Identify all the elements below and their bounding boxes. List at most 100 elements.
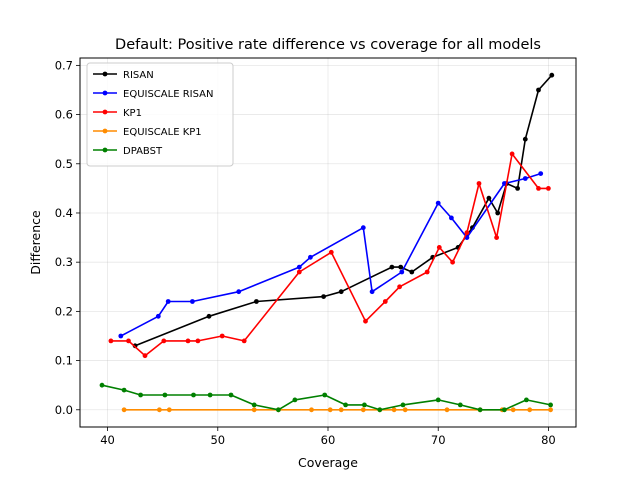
data-point — [548, 407, 553, 413]
data-point — [377, 407, 383, 413]
data-point — [402, 407, 408, 413]
data-point — [195, 338, 201, 344]
data-point — [369, 289, 375, 295]
data-point — [494, 235, 499, 241]
data-point — [155, 313, 161, 319]
data-point — [397, 284, 402, 290]
data-point — [360, 225, 366, 231]
data-point — [166, 407, 172, 413]
data-point — [502, 407, 507, 413]
series-4 — [99, 382, 553, 413]
legend-marker — [102, 147, 108, 153]
data-point — [309, 407, 314, 413]
legend-label: EQUISCALE RISAN — [123, 89, 213, 100]
x-tick-label: 70 — [431, 433, 446, 447]
legend-marker — [102, 71, 108, 77]
data-point — [435, 397, 441, 403]
data-point — [254, 299, 259, 304]
data-point — [190, 299, 195, 304]
data-point — [549, 72, 555, 78]
data-point — [522, 136, 528, 142]
data-point — [206, 313, 212, 319]
x-tick-label: 50 — [210, 433, 225, 447]
data-point — [450, 259, 455, 265]
data-point — [444, 407, 450, 413]
x-tick-label: 40 — [100, 433, 115, 447]
data-point — [399, 269, 405, 275]
data-point — [398, 264, 404, 270]
data-point — [509, 151, 515, 157]
data-point — [538, 171, 544, 177]
data-point — [236, 289, 242, 295]
data-point — [362, 402, 367, 408]
legend: RISAN EQUISCALE RISAN KP1 EQUISCALE KP1 DPAB… — [86, 62, 234, 167]
axis-ticks: 40 50 60 70 80 0.0 0.1 0.2 0.3 0.4 0.5 0.6 0.7 — [55, 58, 556, 447]
data-point — [185, 338, 191, 344]
data-point — [121, 387, 127, 393]
legend-marker — [102, 90, 108, 96]
data-point — [322, 392, 328, 398]
data-point — [161, 338, 167, 344]
data-point — [138, 392, 144, 398]
data-point — [389, 264, 395, 270]
series-2 — [108, 151, 551, 359]
data-point — [477, 407, 483, 413]
grid — [80, 58, 576, 427]
data-point — [118, 333, 124, 339]
data-point — [142, 353, 148, 359]
data-point — [296, 269, 302, 275]
data-point — [548, 402, 553, 408]
data-point — [292, 397, 298, 403]
y-tick-label: 0.5 — [55, 157, 73, 171]
data-point — [207, 392, 213, 398]
data-point — [424, 269, 430, 275]
data-point — [391, 407, 397, 413]
y-tick-label: 0.4 — [55, 206, 73, 220]
x-axis-label: Coverage — [298, 455, 358, 470]
legend-label: EQUISCALE KP1 — [123, 127, 202, 138]
y-tick-label: 0.1 — [55, 354, 73, 368]
data-point — [99, 382, 105, 388]
data-point — [108, 338, 114, 344]
y-tick-label: 0.2 — [55, 304, 73, 318]
data-point — [360, 407, 366, 413]
y-tick-label: 0.6 — [55, 108, 73, 122]
data-point — [276, 407, 281, 413]
data-point — [495, 210, 501, 216]
data-point — [251, 407, 257, 413]
data-point — [436, 245, 442, 250]
data-point — [546, 186, 551, 191]
y-tick-label: 0.0 — [55, 403, 73, 417]
data-point — [328, 249, 334, 255]
data-point — [435, 200, 441, 206]
data-point — [536, 186, 541, 191]
data-point — [382, 299, 388, 304]
data-point — [464, 230, 470, 236]
data-point — [400, 402, 406, 408]
data-point — [126, 338, 131, 344]
data-point — [515, 186, 520, 191]
data-point — [228, 392, 234, 398]
series-line — [120, 172, 541, 337]
data-point — [522, 176, 528, 181]
data-point — [476, 181, 482, 186]
data-point — [241, 338, 247, 344]
data-point — [457, 402, 463, 408]
data-point — [536, 87, 541, 93]
legend-box — [86, 62, 234, 167]
data-point — [165, 299, 171, 304]
data-point — [308, 254, 313, 260]
data-point — [327, 407, 333, 413]
data-point — [527, 407, 533, 413]
data-point — [363, 318, 368, 324]
legend-marker — [102, 128, 108, 134]
data-point — [162, 392, 168, 398]
data-point — [121, 407, 127, 413]
data-point — [251, 402, 257, 408]
data-point — [486, 195, 492, 201]
data-point — [524, 397, 529, 403]
x-tick-label: 60 — [321, 433, 336, 447]
data-point — [296, 264, 302, 270]
legend-marker — [102, 109, 108, 115]
